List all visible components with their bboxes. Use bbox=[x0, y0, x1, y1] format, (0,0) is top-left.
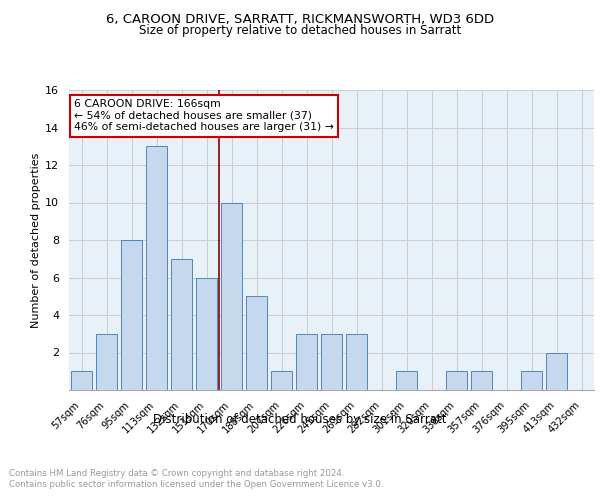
Bar bbox=[521, 371, 542, 390]
Bar bbox=[96, 334, 117, 390]
Text: Contains HM Land Registry data © Crown copyright and database right 2024.: Contains HM Land Registry data © Crown c… bbox=[9, 469, 344, 478]
Bar bbox=[446, 371, 467, 390]
Bar bbox=[171, 259, 192, 390]
Bar bbox=[221, 202, 242, 390]
Text: 6 CAROON DRIVE: 166sqm
← 54% of detached houses are smaller (37)
46% of semi-det: 6 CAROON DRIVE: 166sqm ← 54% of detached… bbox=[74, 99, 334, 132]
Bar bbox=[546, 352, 567, 390]
Text: Size of property relative to detached houses in Sarratt: Size of property relative to detached ho… bbox=[139, 24, 461, 37]
Bar bbox=[246, 296, 267, 390]
Bar bbox=[146, 146, 167, 390]
Text: Distribution of detached houses by size in Sarratt: Distribution of detached houses by size … bbox=[153, 412, 447, 426]
Bar bbox=[296, 334, 317, 390]
Bar bbox=[71, 371, 92, 390]
Text: 6, CAROON DRIVE, SARRATT, RICKMANSWORTH, WD3 6DD: 6, CAROON DRIVE, SARRATT, RICKMANSWORTH,… bbox=[106, 12, 494, 26]
Bar bbox=[271, 371, 292, 390]
Bar bbox=[396, 371, 417, 390]
Bar bbox=[346, 334, 367, 390]
Y-axis label: Number of detached properties: Number of detached properties bbox=[31, 152, 41, 328]
Bar bbox=[196, 278, 217, 390]
Bar bbox=[321, 334, 342, 390]
Bar bbox=[121, 240, 142, 390]
Bar bbox=[471, 371, 492, 390]
Text: Contains public sector information licensed under the Open Government Licence v3: Contains public sector information licen… bbox=[9, 480, 383, 489]
